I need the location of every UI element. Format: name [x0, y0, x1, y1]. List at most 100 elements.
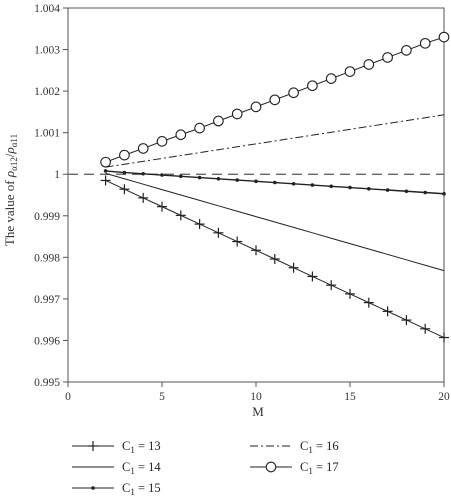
- y-axis-label-rho-1: ρ: [2, 171, 17, 178]
- legend-entry: C1 = 16: [250, 439, 339, 455]
- series-c1-14: [105, 172, 445, 272]
- data-point: [419, 37, 431, 49]
- legend-entry: C1 = 15: [72, 481, 161, 497]
- y-tick-label: 0.998: [34, 252, 60, 264]
- y-axis-label-base: The value of: [2, 177, 17, 246]
- y-tick-label: 1: [54, 169, 60, 181]
- data-point: [363, 297, 374, 308]
- x-tick-label: 20: [438, 391, 450, 403]
- data-point: [401, 45, 412, 56]
- x-tick-label: 15: [344, 391, 356, 403]
- data-point: [345, 288, 355, 299]
- series-c1-16: [105, 114, 445, 168]
- data-point: [232, 236, 243, 247]
- data-point: [194, 122, 205, 134]
- data-point: [235, 178, 239, 182]
- y-axis-label-sub-2: α11: [9, 134, 19, 147]
- series-line: [105, 114, 445, 168]
- data-point: [310, 183, 315, 187]
- data-point: [404, 189, 409, 194]
- y-tick-label: 1.003: [34, 45, 60, 57]
- data-point: [100, 156, 111, 168]
- legend-label: C1 = 14: [122, 460, 161, 476]
- data-point: [122, 170, 127, 175]
- data-point: [326, 280, 337, 291]
- data-point: [344, 66, 356, 77]
- legend-label: C1 = 16: [300, 439, 339, 455]
- x-axis-label: M: [252, 404, 264, 419]
- legend-marker: [91, 486, 95, 490]
- legend-label: C1 = 17: [300, 460, 339, 476]
- y-tick-label: 0.996: [34, 335, 60, 347]
- data-point: [325, 73, 337, 84]
- legend: C1 = 13 C1 = 14 C1 = 15 C1 = 16 C1 = 17: [72, 439, 339, 497]
- data-point: [100, 175, 111, 186]
- data-point: [216, 176, 221, 181]
- plot-frame: [67, 7, 445, 383]
- data-point: [119, 149, 130, 161]
- data-point: [329, 184, 334, 189]
- data-point: [175, 210, 186, 221]
- data-point: [273, 180, 277, 185]
- data-point: [438, 31, 450, 43]
- legend-entry: C1 = 14: [72, 460, 161, 476]
- legend-marker: [265, 461, 277, 473]
- series-layer: [100, 31, 450, 343]
- x-tick-label: 10: [250, 391, 262, 403]
- series-c1-15: [103, 169, 446, 196]
- y-tick-label: 0.999: [34, 211, 60, 223]
- legend-entry: C1 = 13: [72, 439, 161, 455]
- data-point: [213, 115, 224, 127]
- data-point: [420, 323, 431, 334]
- series-c1-13: [100, 175, 449, 343]
- data-point: [307, 80, 318, 92]
- y-tick-label: 1.001: [34, 128, 60, 140]
- data-point: [269, 253, 280, 264]
- data-point: [141, 172, 145, 176]
- y-tick-label: 1.002: [34, 86, 60, 98]
- data-point: [269, 94, 281, 106]
- axes: 0 5 10 15 20 0.995 0.996 0.997 0.998 0.999 1 1.001 1…: [34, 3, 450, 403]
- y-axis-label-sub-1: α12: [9, 157, 19, 171]
- data-point: [385, 188, 390, 192]
- data-point: [439, 332, 449, 343]
- data-point: [197, 175, 202, 180]
- data-point: [156, 136, 168, 147]
- data-point: [175, 129, 187, 141]
- data-point: [138, 192, 149, 203]
- data-point: [307, 271, 318, 282]
- data-point: [363, 59, 375, 70]
- data-point: [213, 227, 224, 238]
- x-tick-label: 0: [65, 391, 71, 403]
- series-line: [105, 172, 445, 272]
- legend-label: C1 = 15: [122, 481, 161, 497]
- data-point: [251, 245, 261, 256]
- y-tick-label: 0.995: [34, 377, 60, 389]
- data-point: [231, 108, 243, 120]
- data-point: [348, 185, 352, 190]
- y-axis-label: The value of ρα12/ρα11: [2, 134, 19, 246]
- data-point: [367, 186, 371, 191]
- data-point: [291, 181, 296, 186]
- data-point: [250, 101, 262, 113]
- data-point: [254, 179, 258, 184]
- data-point: [103, 169, 108, 173]
- data-point: [160, 173, 164, 177]
- data-point: [382, 52, 393, 63]
- y-axis-label-rho-2: ρ: [2, 147, 17, 154]
- data-point: [179, 174, 183, 179]
- data-point: [288, 87, 299, 99]
- y-axis-label-slash: /: [2, 153, 17, 157]
- data-point: [137, 143, 149, 154]
- data-point: [442, 191, 446, 196]
- legend-entry: C1 = 17: [250, 460, 339, 476]
- plot-area: [67, 7, 445, 383]
- data-point: [401, 315, 412, 326]
- x-tick-label: 5: [159, 391, 165, 403]
- data-point: [194, 219, 205, 230]
- legend-marker: [88, 441, 98, 451]
- series-c1-17: [100, 31, 450, 168]
- data-point: [423, 190, 428, 195]
- data-point: [119, 184, 130, 195]
